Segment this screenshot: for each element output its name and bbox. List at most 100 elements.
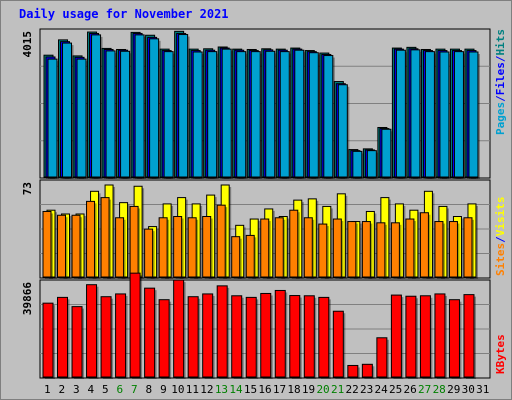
bar-sites-day-10	[173, 216, 183, 278]
day-label-7: 7	[131, 383, 138, 396]
bar-kbytes-day-9	[158, 299, 170, 378]
bar-sites-day-27	[419, 212, 429, 278]
bar-kbytes-day-28	[434, 293, 446, 378]
bar-kbytes-day-15	[245, 296, 257, 378]
bar-sites-day-23	[361, 221, 371, 278]
bar-sites-day-28	[434, 221, 444, 278]
day-label-13: 13	[215, 383, 228, 396]
bar-kbytes-day-29	[448, 299, 460, 378]
bar-kbytes-day-2	[57, 296, 69, 378]
day-label-9: 9	[160, 383, 167, 396]
bar-pages-day-26	[410, 49, 421, 178]
bar-pages-day-11	[192, 51, 203, 178]
bar-pages-day-25	[395, 49, 406, 178]
bar-pages-day-22	[352, 150, 363, 178]
bar-kbytes-day-12	[202, 293, 214, 378]
bar-kbytes-day-26	[405, 295, 417, 378]
day-label-2: 2	[58, 383, 65, 396]
legend-kbytes-part: KBytes	[494, 334, 507, 374]
bar-pages-day-15	[250, 51, 261, 178]
day-label-1: 1	[44, 383, 51, 396]
day-label-19: 19	[302, 383, 315, 396]
bar-kbytes-day-7	[129, 272, 141, 378]
day-label-3: 3	[73, 383, 80, 396]
bar-sites-day-17	[274, 217, 284, 278]
bar-kbytes-day-23	[361, 363, 373, 378]
day-label-29: 29	[447, 383, 460, 396]
bar-sites-day-30	[463, 217, 473, 278]
chart-title: Daily usage for November 2021	[19, 7, 229, 21]
bar-pages-day-12	[207, 51, 218, 178]
middle-axis-max-label: 73	[21, 182, 34, 195]
bar-pages-day-18	[294, 49, 305, 178]
bar-kbytes-day-21	[332, 310, 344, 378]
legend-sites-visits-part: Visits	[494, 197, 507, 237]
bar-kbytes-day-14	[231, 295, 243, 378]
day-label-18: 18	[287, 383, 300, 396]
day-label-23: 23	[360, 383, 373, 396]
day-label-11: 11	[186, 383, 199, 396]
day-label-30: 30	[462, 383, 475, 396]
bar-sites-day-21	[332, 218, 342, 278]
top-axis-max-label: 4015	[21, 31, 34, 58]
bar-sites-day-8	[144, 228, 154, 278]
day-label-31: 31	[476, 383, 489, 396]
bar-kbytes-day-8	[144, 287, 156, 378]
bar-kbytes-day-16	[260, 292, 272, 378]
legend-pages-files-hits: Pages/Files/Hits	[494, 29, 507, 135]
bar-sites-day-11	[187, 217, 197, 278]
legend-pages-files-hits-part: /	[494, 55, 507, 62]
bar-sites-day-9	[158, 217, 168, 278]
bar-pages-day-8	[149, 38, 160, 178]
bar-sites-day-26	[405, 218, 415, 278]
bar-pages-day-7	[134, 34, 145, 178]
bar-kbytes-day-18	[289, 295, 301, 378]
bar-pages-day-24	[381, 128, 392, 178]
bar-kbytes-day-13	[216, 285, 228, 378]
day-label-21: 21	[331, 383, 344, 396]
legend-pages-files-hits-part: /	[494, 95, 507, 102]
bar-sites-day-12	[202, 216, 212, 278]
day-label-27: 27	[418, 383, 431, 396]
bar-kbytes-day-24	[376, 337, 388, 378]
bar-pages-day-19	[308, 52, 319, 178]
bar-kbytes-day-30	[463, 294, 475, 378]
bar-pages-day-27	[424, 51, 435, 178]
bar-sites-day-24	[376, 222, 386, 278]
day-label-28: 28	[433, 383, 446, 396]
bar-pages-day-9	[163, 51, 174, 178]
bar-pages-day-13	[221, 48, 232, 178]
day-label-6: 6	[117, 383, 124, 396]
legend-sites-visits-part: Sites	[494, 243, 507, 276]
bar-pages-day-14	[236, 51, 247, 178]
bar-sites-day-18	[289, 209, 299, 278]
bar-sites-day-13	[216, 204, 226, 278]
bar-sites-day-5	[100, 197, 110, 278]
bar-pages-day-16	[265, 50, 276, 178]
bar-pages-day-29	[453, 51, 464, 178]
bar-kbytes-day-6	[115, 293, 127, 378]
bar-pages-day-10	[178, 34, 189, 178]
bar-sites-day-3	[71, 214, 81, 278]
bar-sites-day-29	[448, 221, 458, 278]
bar-pages-day-28	[439, 51, 450, 178]
bar-kbytes-day-17	[274, 289, 286, 378]
day-label-24: 24	[375, 383, 389, 396]
day-label-12: 12	[200, 383, 213, 396]
bar-sites-day-2	[57, 214, 67, 278]
day-label-17: 17	[273, 383, 286, 396]
bar-pages-day-5	[105, 50, 116, 178]
bar-kbytes-day-3	[71, 306, 83, 378]
bar-sites-day-25	[390, 222, 400, 278]
bar-pages-day-6	[120, 50, 131, 178]
bar-sites-day-19	[303, 217, 313, 278]
legend-pages-files-hits-part: Pages	[494, 102, 507, 135]
bar-kbytes-day-20	[318, 296, 330, 378]
bar-sites-day-1	[42, 210, 52, 278]
day-label-4: 4	[87, 383, 94, 396]
legend-pages-files-hits-part: Hits	[494, 29, 507, 56]
day-label-20: 20	[316, 383, 329, 396]
bar-pages-day-4	[91, 34, 102, 178]
